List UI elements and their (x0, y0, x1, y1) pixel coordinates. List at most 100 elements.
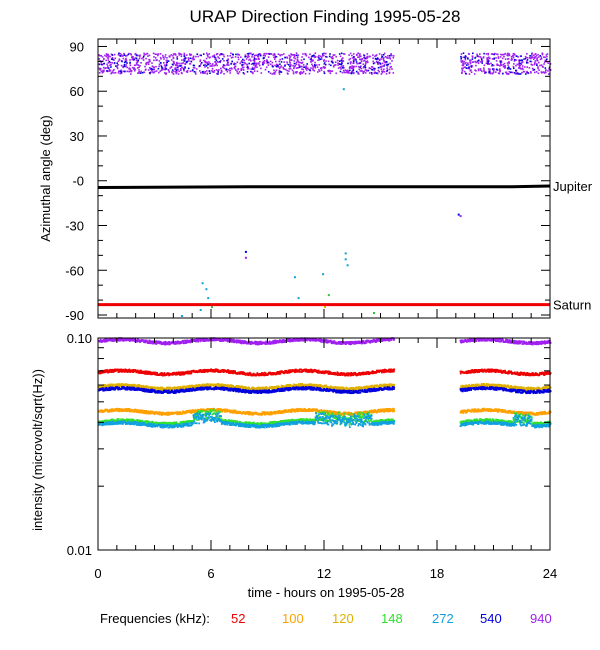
az-point-940 (147, 55, 149, 57)
intensity-point-940 (250, 340, 253, 343)
az-point-940 (318, 54, 320, 57)
az-point-940 (242, 69, 245, 71)
az-point-940 (383, 61, 386, 63)
az-point-940 (500, 53, 502, 56)
intensity-point-120 (461, 386, 464, 389)
az-point-940 (295, 61, 298, 63)
az-point-540 (136, 54, 138, 56)
az-point-940 (504, 52, 507, 55)
az-point-940 (202, 70, 205, 73)
az-point-940 (148, 61, 150, 63)
az-point-940 (117, 72, 120, 74)
intensity-point-940 (199, 338, 201, 341)
az-point-940 (482, 56, 485, 58)
az-point-940 (337, 64, 339, 66)
az-point-940 (224, 64, 226, 67)
az-point-940 (540, 58, 543, 60)
az-point-940 (165, 63, 168, 65)
az-point-940 (116, 67, 119, 70)
az-point-940 (266, 59, 268, 62)
intensity-point-120 (486, 385, 489, 387)
intensity-point-940 (539, 341, 542, 344)
intensity-point-52 (393, 368, 396, 371)
az-point-940 (531, 54, 533, 56)
az-point-940 (154, 57, 157, 59)
azimuth-ytick-label: 30 (70, 129, 84, 144)
intensity-point-940 (238, 341, 241, 344)
intensity-point-940 (460, 341, 463, 344)
az-point-940 (469, 62, 472, 65)
intensity-point-940 (240, 342, 243, 345)
intensity-point-940 (228, 340, 230, 343)
az-point-940 (148, 58, 150, 61)
az-point-940 (283, 61, 285, 63)
intensity-point-120 (227, 384, 229, 387)
intensity-point-52 (519, 374, 521, 376)
az-point-940 (348, 67, 351, 69)
az-point-940 (539, 58, 542, 61)
az-point-940 (301, 61, 304, 64)
az-point-940 (485, 53, 488, 55)
az-point-540 (179, 65, 182, 67)
az-point-940 (153, 59, 155, 62)
intensity-point-52 (150, 373, 152, 375)
az-point-940 (312, 55, 314, 58)
intensity-point-120 (111, 385, 113, 387)
az-point-940 (350, 67, 353, 70)
az-point-940 (305, 54, 308, 57)
az-point-940 (184, 67, 186, 69)
az-point-940 (178, 54, 181, 56)
az-point-940 (286, 63, 289, 65)
intensity-point-940 (102, 340, 105, 343)
intensity-point-52 (278, 373, 280, 375)
az-point-940 (139, 54, 141, 57)
intensity-point-940 (537, 343, 540, 346)
az-point-940 (506, 62, 509, 64)
az-point-940 (271, 73, 274, 75)
intensity-point-940 (504, 340, 507, 343)
az-point-940 (277, 53, 280, 55)
intensity-point-52 (519, 371, 522, 374)
intensity-point-940 (549, 341, 552, 344)
az-point-940 (250, 52, 252, 55)
intensity-point-52 (360, 372, 363, 374)
intensity-point-52 (489, 370, 492, 373)
intensity-point-52 (291, 370, 293, 373)
az-point-940 (288, 61, 291, 63)
az-point-940 (484, 71, 486, 73)
intensity-point-940 (324, 340, 327, 342)
az-point-940 (294, 65, 296, 67)
intensity-point-52 (315, 369, 318, 372)
intensity-point-120 (376, 384, 378, 387)
az-point-940 (471, 65, 473, 67)
intensity-point-52 (359, 372, 362, 375)
az-point-940 (296, 56, 299, 58)
intensity-point-940 (488, 339, 491, 342)
intensity-point-120 (248, 386, 250, 389)
intensity-point-940 (502, 339, 504, 342)
az-point-940 (192, 66, 195, 69)
intensity-point-52 (187, 370, 189, 373)
intensity-point-120 (323, 385, 326, 388)
az-point-940 (296, 67, 299, 69)
intensity-point-52 (231, 372, 233, 374)
az-point-940 (542, 71, 544, 73)
az-point-940 (483, 70, 485, 72)
az-point-940 (513, 63, 515, 65)
intensity-point-52 (304, 370, 307, 373)
az-point-940 (278, 67, 281, 70)
intensity-point-120 (356, 387, 359, 390)
az-point-540 (349, 69, 351, 72)
az-point-940 (103, 58, 105, 60)
az-point-940 (497, 53, 499, 56)
az-point-940 (485, 62, 488, 64)
az-point-940 (503, 53, 506, 56)
az-point-940 (283, 68, 286, 70)
intensity-point-120 (219, 385, 221, 388)
az-point-940 (175, 64, 177, 67)
az-point-940 (508, 71, 511, 73)
az-point-940 (521, 71, 523, 74)
az-point-540 (123, 61, 126, 64)
az-point-940 (544, 59, 547, 62)
intensity-point-120 (157, 388, 160, 391)
